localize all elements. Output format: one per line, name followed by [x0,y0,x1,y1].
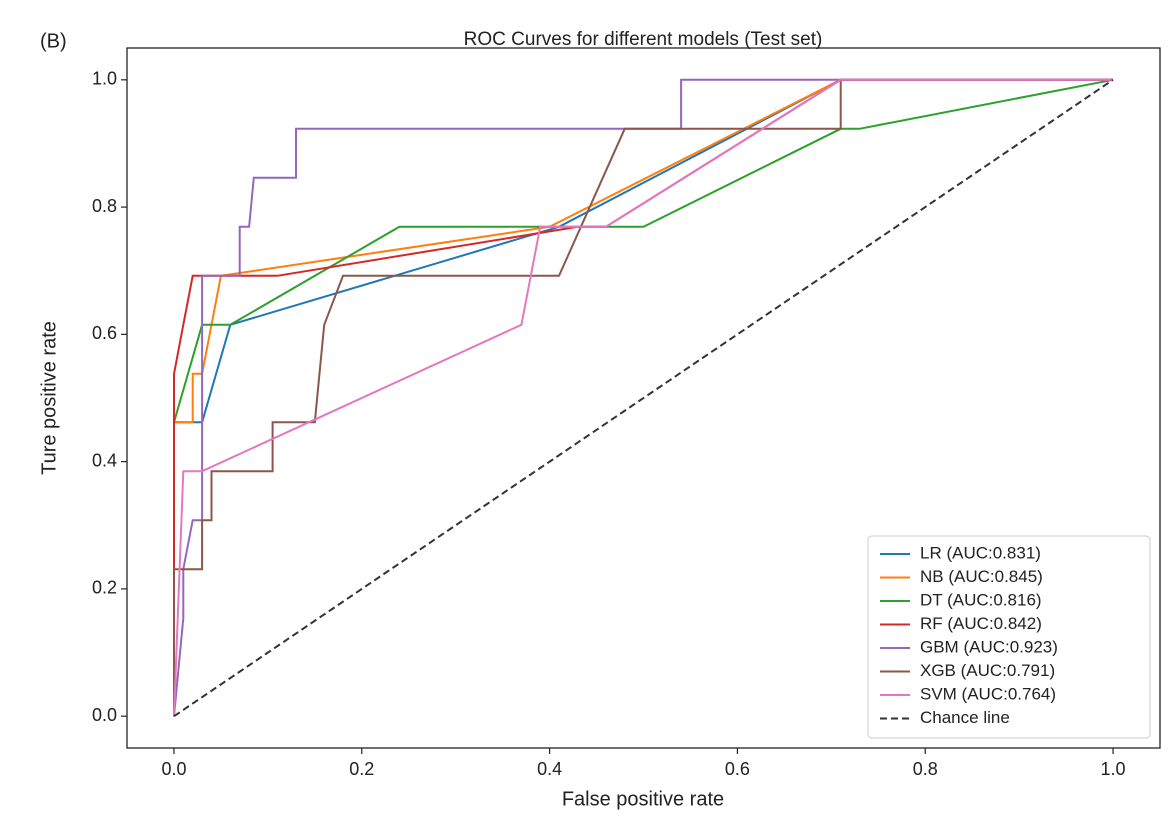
legend-label: XGB (AUC:0.791) [920,661,1055,680]
legend-label: GBM (AUC:0.923) [920,637,1058,656]
y-tick-label: 0.6 [92,323,117,343]
y-tick-label: 1.0 [92,69,117,89]
x-tick-label: 1.0 [1101,759,1126,779]
axes-frame [126,47,1161,749]
y-tick-label: 0.2 [92,578,117,598]
roc-curve [173,78,1113,717]
legend-label: DT (AUC:0.816) [920,590,1042,609]
x-tick-label: 0.4 [537,759,562,779]
roc-curve [173,78,1114,718]
y-tick-label: 0.0 [92,705,117,725]
legend-box [867,535,1151,739]
legend-label: RF (AUC:0.842) [920,614,1042,633]
legend-label: NB (AUC:0.845) [920,567,1043,586]
x-tick-label: 0.2 [349,759,374,779]
x-tick-label: 0.8 [913,759,938,779]
x-axis-label: False positive rate [562,788,724,810]
y-tick-label: 0.8 [92,196,117,216]
roc-curve [173,78,1113,717]
y-axis-label: Ture positive rate [38,321,60,475]
roc-curve [173,78,1113,717]
legend-label: SVM (AUC:0.764) [920,684,1056,703]
legend-label: Chance line [920,708,1010,727]
panel-label: (B) [40,30,67,52]
chart-title: ROC Curves for different models (Test se… [464,29,823,50]
x-tick-label: 0.0 [161,759,186,779]
roc-curve [173,78,1114,717]
x-tick-label: 0.6 [725,759,750,779]
y-tick-label: 0.4 [92,450,117,470]
legend-label: LR (AUC:0.831) [920,543,1041,562]
